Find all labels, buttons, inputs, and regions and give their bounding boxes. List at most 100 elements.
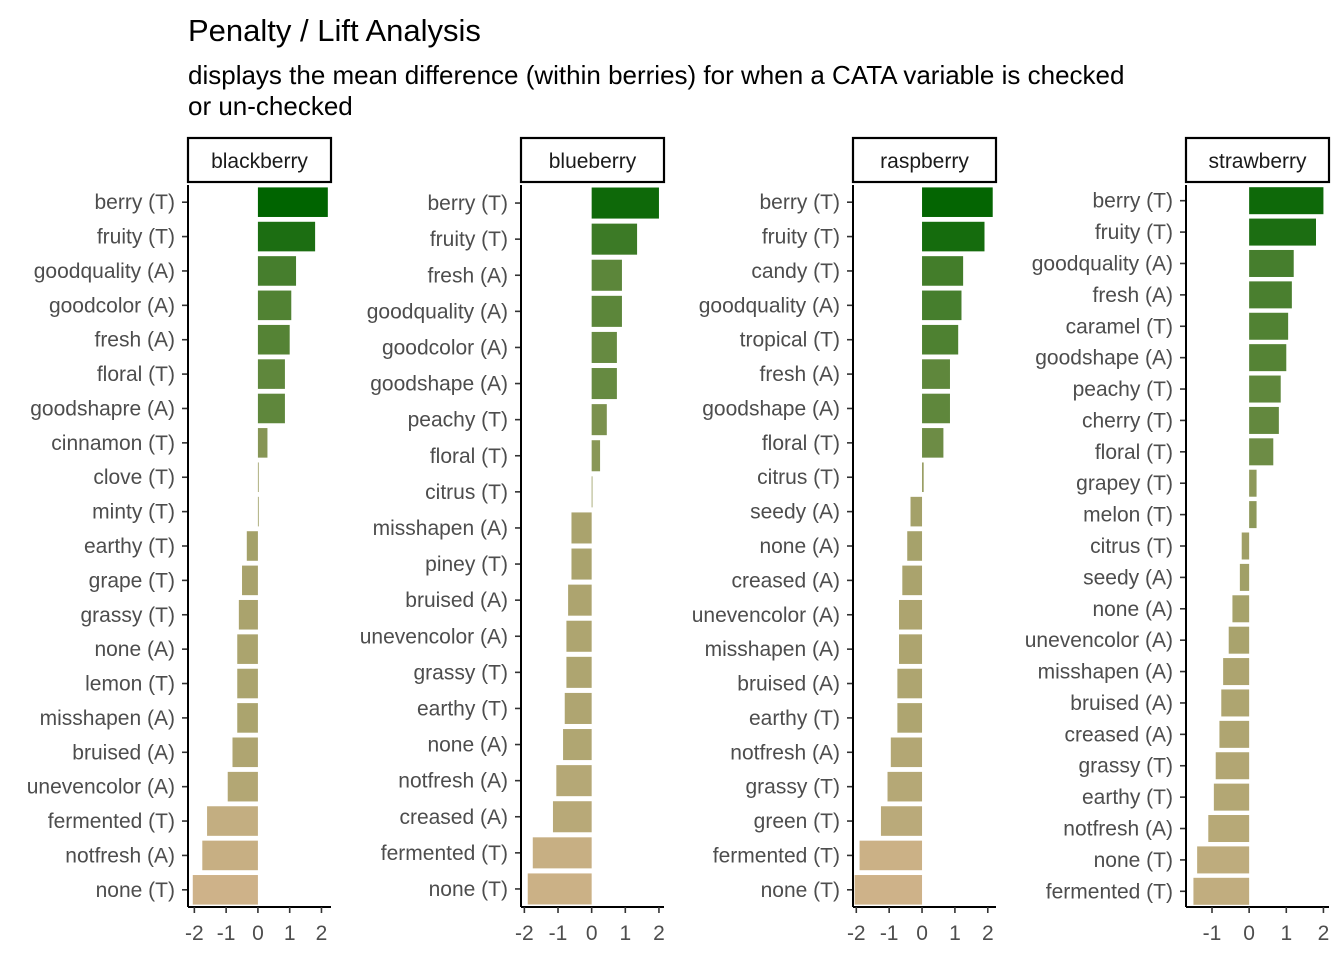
y-tick-label: creased (A): [731, 569, 840, 592]
y-tick-label: grapey (T): [1076, 472, 1173, 495]
y-tick-label: earthy (T): [417, 697, 508, 720]
y-tick-label: unevencolor (A): [1025, 629, 1173, 652]
facet-strip-blueberry: [519, 136, 666, 184]
bar: [202, 840, 258, 871]
x-tick-label: -1: [880, 922, 899, 945]
y-tick-label: unevencolor (A): [692, 604, 840, 627]
bar: [922, 462, 924, 493]
y-tick-label: creased (A): [1064, 723, 1173, 746]
bar: [591, 259, 622, 291]
x-tick-label: -2: [515, 922, 534, 945]
y-tick-label: goodquality (A): [34, 260, 175, 283]
bar: [1241, 532, 1250, 560]
y-tick-label: fresh (A): [759, 363, 840, 386]
bar: [257, 496, 259, 527]
y-tick-label: piney (T): [425, 553, 508, 576]
y-tick-label: earthy (T): [1082, 786, 1173, 809]
bar: [1249, 438, 1274, 466]
y-tick-label: caramel (T): [1066, 315, 1173, 338]
y-tick-label: none (T): [761, 879, 840, 902]
y-tick-label: floral (T): [430, 445, 508, 468]
bar: [902, 565, 923, 596]
bar: [237, 703, 258, 733]
bar: [907, 531, 923, 561]
bar: [257, 359, 285, 389]
y-tick-label: tropical (T): [740, 329, 840, 352]
bar: [246, 531, 258, 561]
bar: [1223, 658, 1250, 686]
y-tick-label: none (A): [94, 638, 175, 661]
bar: [257, 393, 285, 424]
bar: [237, 668, 258, 699]
bar: [552, 801, 592, 833]
y-tick-label: bruised (A): [405, 589, 508, 612]
bar: [257, 324, 290, 355]
y-tick-label: bruised (A): [737, 673, 840, 696]
x-tick-label: -1: [217, 922, 236, 945]
facet-strip-label: strawberry: [1208, 150, 1307, 173]
x-tick-label: 1: [284, 922, 296, 945]
bar: [532, 837, 592, 869]
y-tick-label: fruity (T): [1095, 221, 1173, 244]
y-tick-label: peachy (T): [1073, 378, 1173, 401]
y-tick-label: minty (T): [92, 501, 175, 524]
x-tick-label: 2: [982, 922, 994, 945]
y-tick-label: floral (T): [762, 432, 840, 455]
facet-panels: blackberry berry (T) fruity (T) goodquality…: [27, 136, 1331, 945]
facet-strip-label: blueberry: [549, 150, 637, 173]
bar: [527, 873, 592, 905]
bar: [897, 668, 923, 699]
y-tick-label: grassy (T): [1079, 755, 1174, 778]
y-tick-label: fresh (A): [427, 264, 508, 287]
y-tick-label: notfresh (A): [730, 741, 840, 764]
chart-subtitle-line-1: displays the mean difference (within ber…: [188, 60, 1124, 90]
bar: [591, 187, 659, 219]
bar: [1232, 595, 1250, 623]
bar: [232, 737, 258, 768]
x-tick-label: 2: [316, 922, 328, 945]
y-tick-label: fruity (T): [762, 226, 840, 249]
bar: [1249, 312, 1289, 340]
y-tick-label: misshapen (A): [373, 517, 508, 540]
bar: [854, 875, 923, 905]
bar: [591, 404, 607, 436]
bar: [1219, 720, 1250, 748]
bar: [922, 187, 993, 217]
bar: [1249, 344, 1287, 372]
y-tick-label: citrus (T): [425, 481, 508, 504]
bar: [1213, 783, 1250, 811]
chart-subtitle-line-2: or un-checked: [188, 91, 353, 121]
bar: [1249, 501, 1257, 529]
y-tick-label: unevencolor (A): [360, 625, 508, 648]
y-tick-label: none (A): [427, 734, 508, 757]
bar: [859, 840, 923, 871]
x-tick-label: 1: [949, 922, 961, 945]
x-tick-label: 1: [619, 922, 631, 945]
bar: [238, 599, 258, 630]
y-tick-label: peachy (T): [408, 409, 508, 432]
x-tick-label: -2: [185, 922, 204, 945]
bar: [1249, 187, 1324, 215]
y-tick-label: unevencolor (A): [27, 776, 175, 799]
y-tick-label: earthy (T): [749, 707, 840, 730]
x-tick-label: -1: [549, 922, 568, 945]
y-tick-label: fermented (T): [381, 842, 508, 865]
y-tick-label: seedy (A): [750, 501, 840, 524]
facet-strip-blackberry: [186, 136, 333, 184]
y-tick-label: notfresh (A): [398, 770, 508, 793]
y-tick-label: notfresh (A): [65, 844, 175, 867]
bar: [556, 765, 592, 797]
y-tick-label: floral (T): [97, 363, 175, 386]
bar: [922, 221, 985, 252]
y-tick-label: grassy (T): [746, 776, 841, 799]
y-tick-label: citrus (T): [757, 466, 840, 489]
bar: [922, 393, 950, 424]
y-tick-label: earthy (T): [84, 535, 175, 558]
y-tick-label: melon (T): [1083, 504, 1173, 527]
x-tick-label: 0: [916, 922, 928, 945]
y-tick-label: notfresh (A): [1063, 818, 1173, 841]
bar: [922, 290, 962, 321]
y-tick-label: grassy (T): [414, 661, 509, 684]
y-tick-label: misshapen (A): [40, 707, 175, 730]
